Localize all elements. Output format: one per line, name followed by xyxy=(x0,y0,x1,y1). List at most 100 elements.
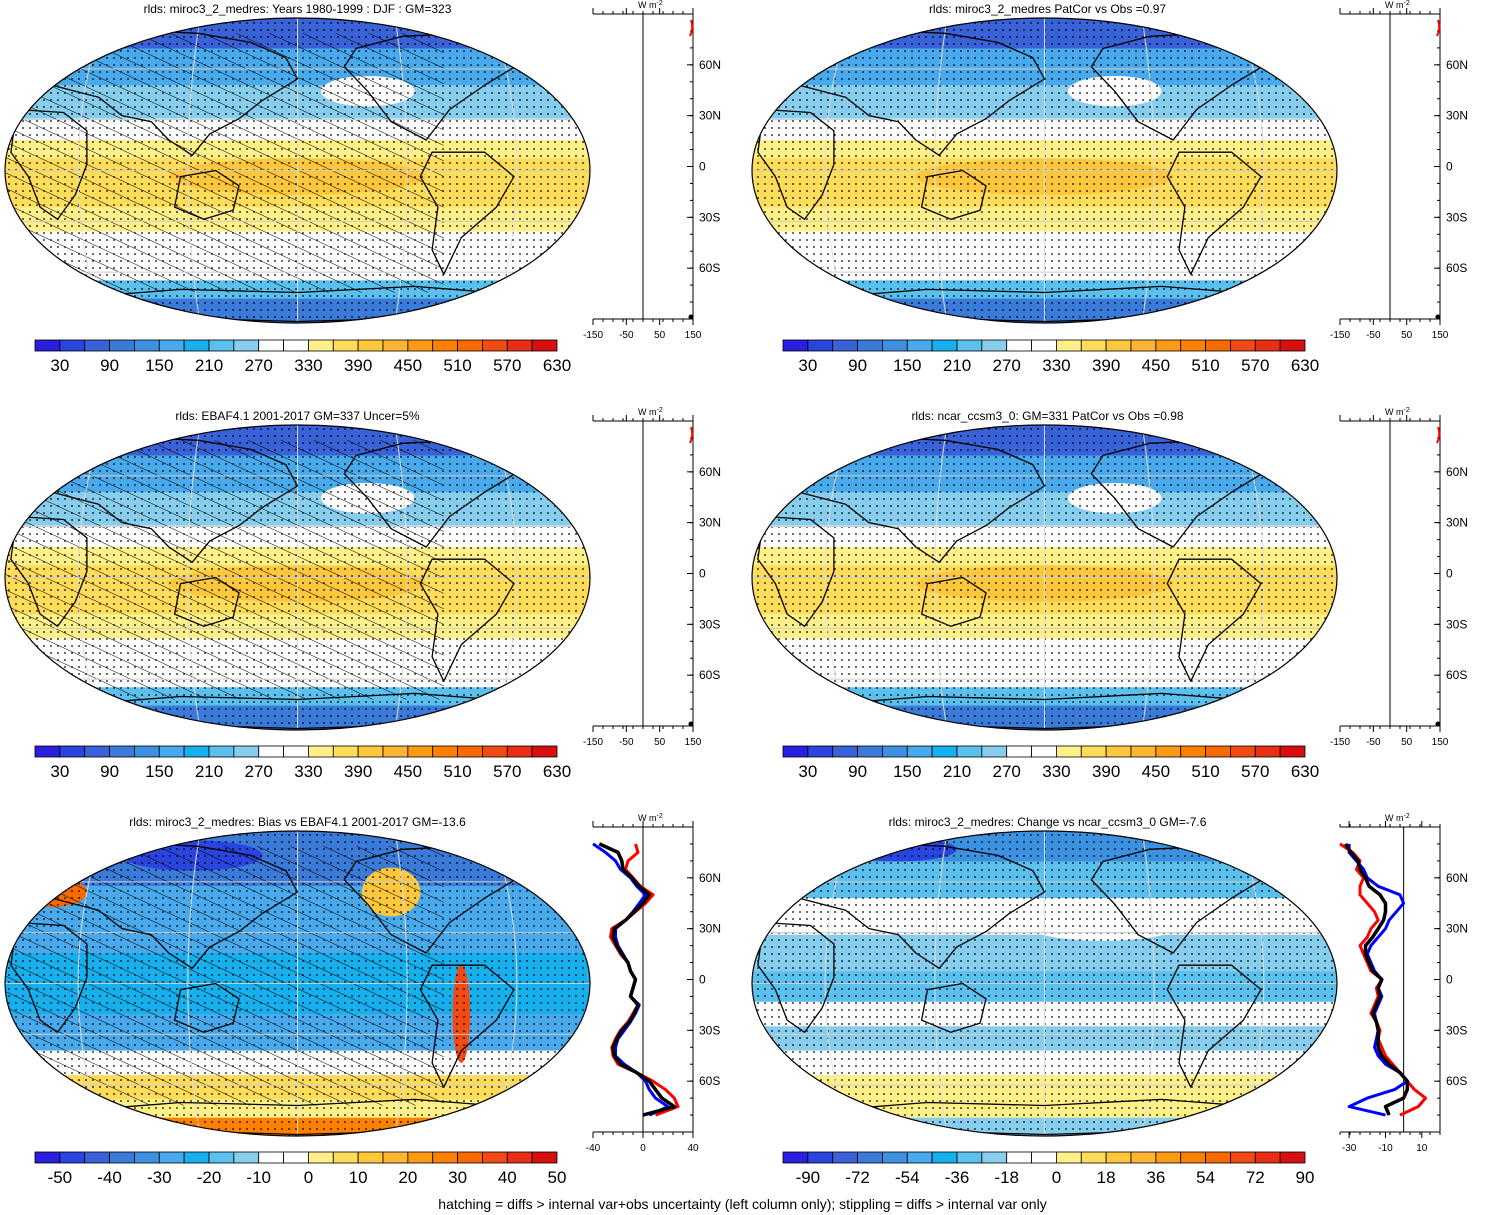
colorbar-tick-label: 90 xyxy=(100,356,119,375)
colorbar-tick-label: 630 xyxy=(1291,762,1319,781)
colorbar-tick-label: -18 xyxy=(994,1168,1019,1187)
colorbar-swatch xyxy=(1130,745,1157,758)
colorbar-swatch xyxy=(1205,745,1231,758)
colorbar-tick-label: 36 xyxy=(1146,1168,1165,1187)
latitude-label: 30N xyxy=(699,109,721,123)
zonal-model-line xyxy=(689,19,694,37)
colorbar-swatch xyxy=(1155,339,1182,352)
colorbar-swatch xyxy=(208,745,235,758)
colorbar-swatch xyxy=(59,339,86,352)
colorbar-tick-label: 72 xyxy=(1246,1168,1265,1187)
zonal-tick-label: 150 xyxy=(685,737,702,748)
colorbar-swatch xyxy=(1279,1151,1306,1164)
zonal-mean-panel-6: -30 -10 10 W m-2 60N 30N 0 30S 60S xyxy=(1339,813,1468,1154)
colorbar-swatch xyxy=(1279,745,1306,758)
colorbar-tick-label: 390 xyxy=(1092,356,1120,375)
colorbar-tick-label: 450 xyxy=(1142,356,1170,375)
colorbar-swatch xyxy=(1105,745,1132,758)
zonal-obs-line xyxy=(1347,843,1409,1117)
map-panel-4 xyxy=(751,424,1338,731)
colorbar-tick-label: 330 xyxy=(1042,356,1070,375)
colorbar-3: 30 90 150 210 270 330 390 450 510 570 630 xyxy=(34,745,571,781)
latitude-label: 0 xyxy=(699,973,706,987)
colorbar-swatch xyxy=(807,1151,834,1164)
colorbar-swatch xyxy=(432,745,458,758)
colorbar-swatch xyxy=(931,1151,958,1164)
colorbar-swatch xyxy=(1254,745,1281,758)
figure-footer-note: hatching = diffs > internal var+obs unce… xyxy=(438,1196,1047,1212)
colorbar-swatch xyxy=(882,745,908,758)
latitude-label: 60S xyxy=(1446,668,1467,682)
latitude-label: 30N xyxy=(699,922,721,936)
latitude-label: 30S xyxy=(1446,210,1467,224)
colorbar-swatch xyxy=(832,339,858,352)
latitude-label: 60N xyxy=(699,871,721,885)
zonal-tick-label: -150 xyxy=(583,737,603,748)
colorbar-swatch xyxy=(258,1151,284,1164)
colorbar-swatch xyxy=(332,745,359,758)
zonal-unit-label: W m-2 xyxy=(1385,0,1410,10)
zonal-model-line xyxy=(689,426,694,444)
colorbar-swatch xyxy=(506,1151,533,1164)
colorbar-swatch xyxy=(956,1151,983,1164)
colorbar-2: 30 90 150 210 270 330 390 450 510 570 630 xyxy=(782,339,1319,375)
colorbar-6: -90 -72 -54 -36 -18 0 18 36 54 72 90 xyxy=(782,1151,1314,1187)
colorbar-swatch xyxy=(906,1151,933,1164)
colorbar-swatch xyxy=(258,339,284,352)
panel-2-title: rlds: miroc3_2_medres PatCor vs Obs =0.9… xyxy=(928,2,1167,16)
latitude-label: 30N xyxy=(1446,922,1468,936)
zonal-mean-marker xyxy=(1435,721,1441,727)
colorbar-swatch xyxy=(84,1151,110,1164)
colorbar-swatch xyxy=(1205,339,1231,352)
colorbar-swatch xyxy=(1180,1151,1206,1164)
panel-6-title: rlds: miroc3_2_medres: Change vs ncar_cc… xyxy=(888,815,1207,829)
latitude-label: 30S xyxy=(699,210,720,224)
colorbar-swatch xyxy=(382,339,409,352)
colorbar-swatch xyxy=(1105,1151,1132,1164)
colorbar-swatch xyxy=(208,339,235,352)
colorbar-swatch xyxy=(407,1151,434,1164)
colorbar-swatch xyxy=(432,339,458,352)
zonal-obs-line xyxy=(592,842,670,1117)
colorbar-tick-label: 630 xyxy=(543,762,571,781)
colorbar-swatch xyxy=(84,339,110,352)
zonal-unit-label: W m-2 xyxy=(638,813,663,823)
latitude-label: 0 xyxy=(699,160,706,174)
colorbar-swatch xyxy=(158,1151,185,1164)
colorbar-tick-label: 30 xyxy=(50,356,69,375)
colorbar-tick-label: 50 xyxy=(548,1168,567,1187)
zonal-tick-label: 150 xyxy=(1432,330,1449,341)
colorbar-tick-label: 510 xyxy=(443,762,471,781)
zonal-unit-label: W m-2 xyxy=(638,407,663,417)
zonal-mean-panel-3: -150 -50 50 150 W m-2 60N 30N 0 30S 60S xyxy=(583,407,721,748)
colorbar-tick-label: 570 xyxy=(1241,356,1269,375)
latitude-label: 60N xyxy=(699,58,721,72)
zonal-model-line xyxy=(609,843,680,1117)
colorbar-tick-label: 150 xyxy=(893,356,921,375)
colorbar-tick-label: 0 xyxy=(1052,1168,1061,1187)
colorbar-tick-label: -90 xyxy=(796,1168,821,1187)
zonal-tick-label: 40 xyxy=(687,1143,699,1154)
panel-3-title: rlds: EBAF4.1 2001-2017 GM=337 Uncer=5% xyxy=(175,409,420,423)
latitude-label: 30S xyxy=(699,617,720,631)
colorbar-swatch xyxy=(1006,745,1032,758)
colorbar-tick-label: 210 xyxy=(195,356,223,375)
colorbar-swatch xyxy=(1155,745,1182,758)
zonal-mean-panel-5: -40 0 40 W m-2 60N 30N 0 30S 60S xyxy=(586,813,721,1154)
latitude-label: 0 xyxy=(699,567,706,581)
colorbar-swatch xyxy=(233,339,260,352)
colorbar-swatch xyxy=(59,745,86,758)
colorbar-tick-label: 570 xyxy=(493,762,521,781)
colorbar-tick-label: 210 xyxy=(195,762,223,781)
colorbar-swatch xyxy=(1056,745,1082,758)
colorbar-swatch xyxy=(956,745,983,758)
colorbar-swatch xyxy=(283,1151,309,1164)
colorbar-swatch xyxy=(1080,745,1107,758)
colorbar-swatch xyxy=(1130,339,1157,352)
colorbar-swatch xyxy=(1180,745,1206,758)
colorbar-tick-label: 210 xyxy=(943,356,971,375)
colorbar-swatch xyxy=(357,745,384,758)
colorbar-swatch xyxy=(882,1151,908,1164)
colorbar-swatch xyxy=(1180,339,1206,352)
colorbar-swatch xyxy=(1031,339,1057,352)
